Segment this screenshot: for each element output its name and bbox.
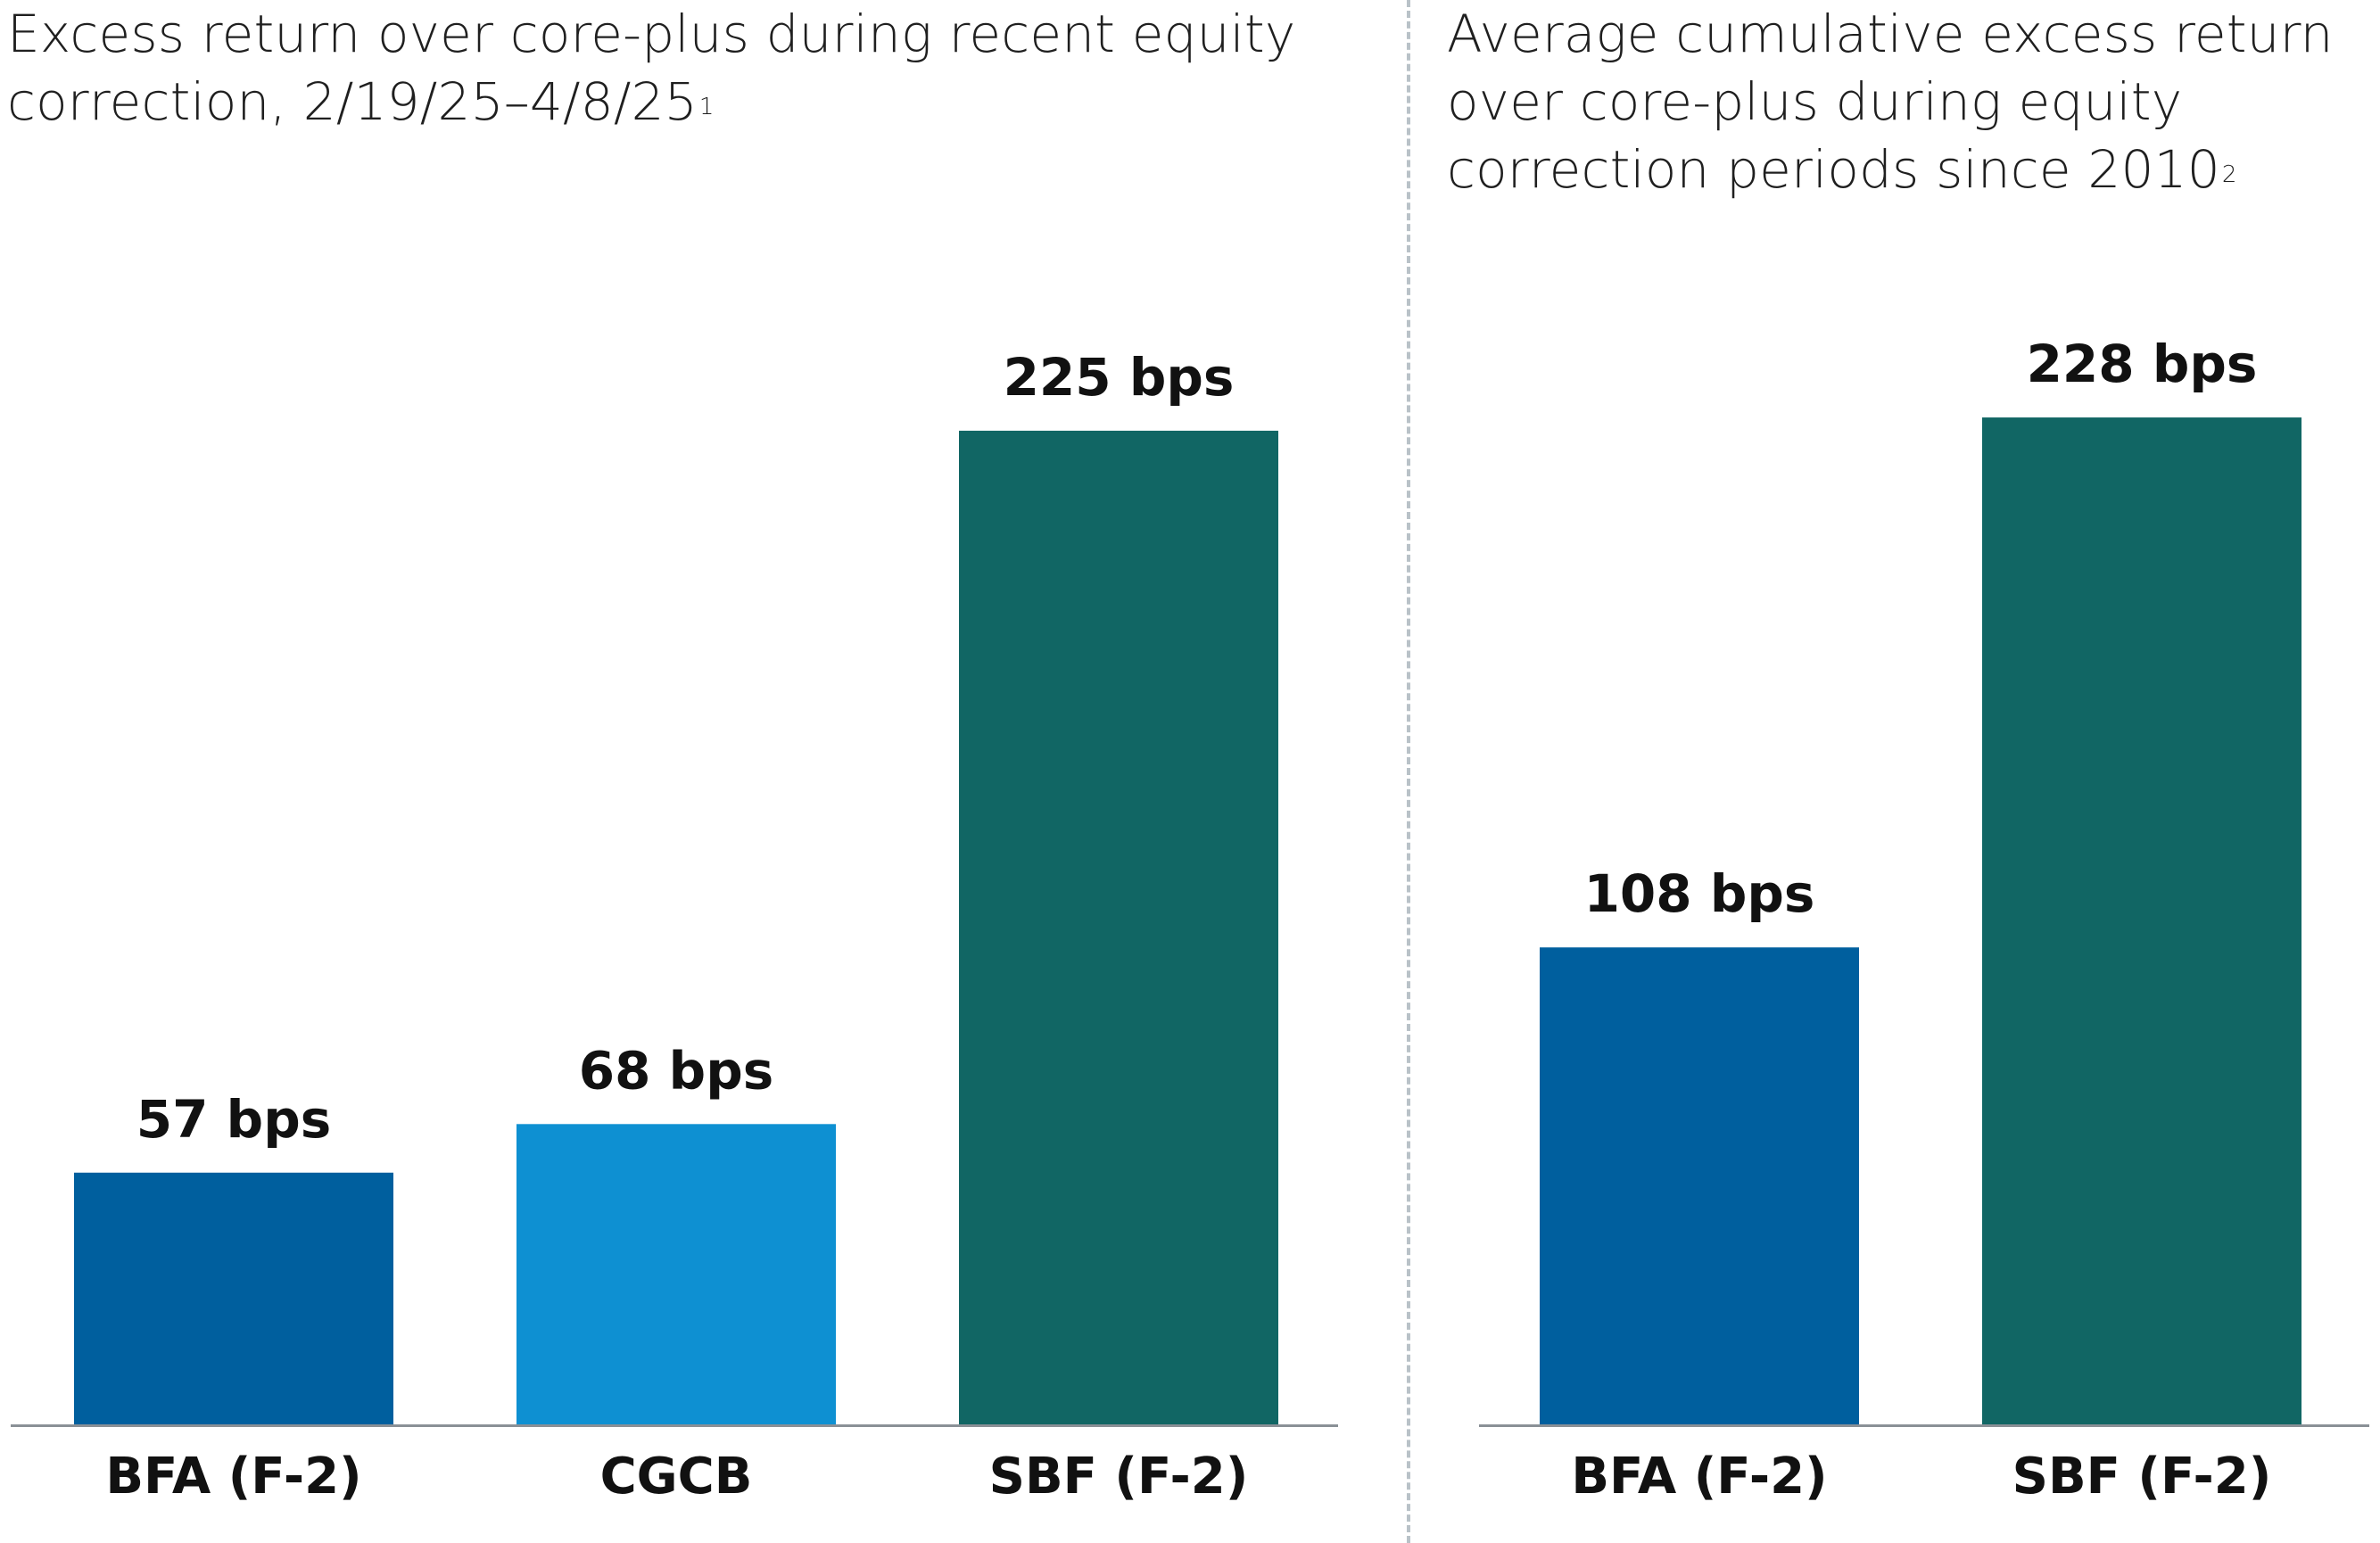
category-label-right-bfa-f-2: BFA (F-2) bbox=[1571, 1448, 1827, 1506]
data-label-left-bfa-f-2: 57 bps bbox=[136, 1089, 331, 1150]
chart-title-left: Excess return over core-plus during rece… bbox=[7, 0, 1327, 136]
bar-right-sbf-f-2 bbox=[1982, 417, 2301, 1424]
category-label-left-cgcb: CGCB bbox=[600, 1448, 753, 1506]
chart-title-left-text: Excess return over core-plus during rece… bbox=[7, 4, 1296, 132]
category-label-left-bfa-f-2: BFA (F-2) bbox=[105, 1448, 361, 1506]
bar-left-bfa-f-2 bbox=[74, 1172, 393, 1424]
data-label-left-cgcb: 68 bps bbox=[579, 1040, 773, 1101]
chart-title-left-footnote: 1 bbox=[698, 94, 715, 120]
data-label-left-sbf-f-2: 225 bps bbox=[1004, 347, 1235, 408]
bar-chart-right: 108 bps BFA (F-2) 228 bps SBF (F-2) bbox=[1479, 334, 2369, 1506]
bar-left-cgcb bbox=[516, 1124, 836, 1424]
chart-panel-left: Excess return over core-plus during rece… bbox=[7, 0, 1338, 1506]
chart-title-right: Average cumulative excess return over co… bbox=[1447, 0, 2357, 203]
bar-chart-left: 57 bps BFA (F-2) 68 bps CGCB 225 bps SBF (F-2… bbox=[11, 347, 1338, 1506]
data-label-right-bfa-f-2: 108 bps bbox=[1584, 863, 1815, 924]
bar-left-sbf-f-2 bbox=[959, 430, 1278, 1424]
category-label-left-sbf-f-2: SBF (F-2) bbox=[989, 1448, 1249, 1506]
category-label-right-sbf-f-2: SBF (F-2) bbox=[2012, 1448, 2272, 1506]
panel-divider bbox=[1407, 0, 1410, 1543]
data-label-right-sbf-f-2: 228 bps bbox=[2027, 334, 2258, 394]
chart-panel-right: Average cumulative excess return over co… bbox=[1409, 0, 2380, 1543]
chart-title-right-footnote: 2 bbox=[2221, 161, 2237, 188]
chart-title-right-text: Average cumulative excess return over co… bbox=[1447, 4, 2334, 200]
bar-right-bfa-f-2 bbox=[1540, 947, 1859, 1424]
